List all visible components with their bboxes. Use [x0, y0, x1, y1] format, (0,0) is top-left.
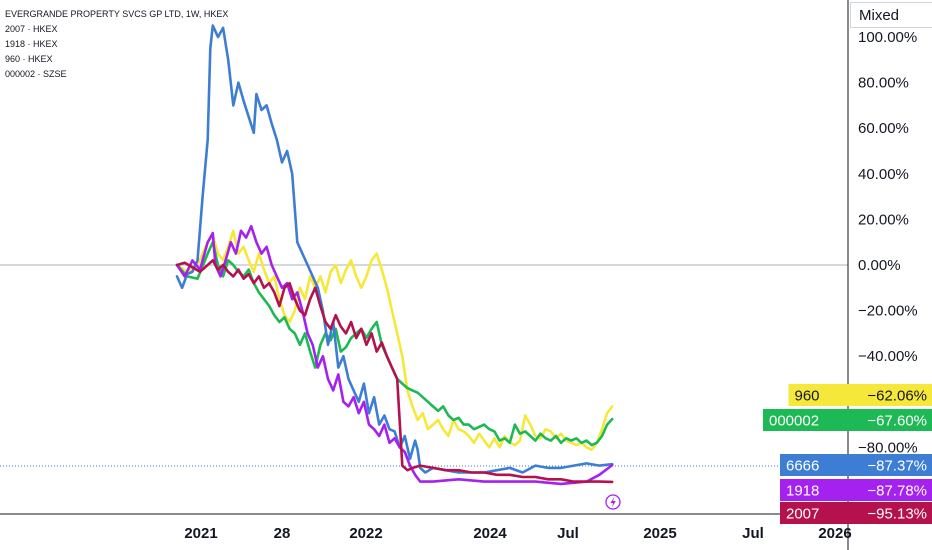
x-tick-label: Jul: [742, 525, 764, 542]
badge-bg: [780, 454, 932, 476]
series-layer: [175, 24, 614, 486]
price-scale[interactable]: 100.00% 80.00% 60.00% 40.00% 20.00% 0.00% −20.…: [847, 0, 918, 550]
x-tick-label: 2022: [349, 525, 382, 542]
y-tick-label: 0.00%: [858, 257, 901, 274]
y-tick-label: 60.00%: [858, 120, 909, 137]
y-tick-label: 40.00%: [858, 166, 909, 183]
last-value-badge-000002: 000002 −67.60%: [763, 409, 932, 431]
badge-symbol: 2007: [786, 506, 819, 523]
x-tick-label: 2021: [184, 525, 217, 542]
series-line-1918: [175, 224, 614, 486]
legend-item-960[interactable]: 960 · HKEX: [5, 54, 53, 64]
y-tick-label: 100.00%: [858, 29, 917, 46]
x-axis[interactable]: 2021 28 2022 2024 Jul 2025 Jul 2026: [0, 513, 852, 542]
x-tick-label: 2025: [643, 525, 676, 542]
badge-value: −87.37%: [867, 458, 927, 475]
last-value-badge-960: 960 −62.06%: [788, 384, 932, 406]
last-value-badges: 6666 −87.37% 1918 −87.78% 960 −62.06% 000002 −6…: [763, 384, 932, 524]
legend-item-2007[interactable]: 2007 · HKEX: [5, 24, 58, 34]
badge-value: −95.13%: [867, 506, 927, 523]
y-tick-label: −80.00%: [858, 439, 918, 456]
y-tick-label: 20.00%: [858, 211, 909, 228]
x-tick-label: 2024: [473, 525, 507, 542]
badge-value: −67.60%: [867, 413, 927, 430]
last-value-badge-2007: 2007 −95.13%: [780, 502, 932, 524]
zero-line-layer: [0, 264, 848, 467]
y-tick-label: −20.00%: [858, 303, 918, 320]
badge-value: −87.78%: [867, 483, 927, 500]
legend-item-000002[interactable]: 000002 · SZSE: [5, 69, 67, 79]
legend-item-1918[interactable]: 1918 · HKEX: [5, 39, 58, 49]
badge-bg: [780, 502, 932, 524]
badge-value: −62.06%: [867, 388, 927, 405]
badge-bg: [788, 384, 932, 406]
series-line-960: [175, 229, 614, 451]
series-line-2007: [175, 259, 614, 484]
chart-title[interactable]: EVERGRANDE PROPERTY SVCS GP LTD, 1W, HKE…: [5, 9, 229, 19]
lightning-bolt-icon[interactable]: [605, 494, 621, 510]
badge-bg: [780, 479, 932, 501]
x-tick-label: Jul: [557, 525, 579, 542]
badge-symbol: 960: [795, 388, 820, 405]
x-tick-label: 2026: [818, 525, 851, 542]
scale-mode-button[interactable]: Mixed: [850, 2, 932, 28]
last-value-badge-6666: 6666 −87.37%: [780, 454, 932, 476]
badge-symbol: 1918: [786, 483, 819, 500]
badge-symbol: 000002: [769, 413, 819, 430]
chart-legend: EVERGRANDE PROPERTY SVCS GP LTD, 1W, HKE…: [5, 7, 228, 82]
y-tick-label: −40.00%: [858, 348, 918, 365]
badge-bg: [763, 409, 932, 431]
badge-symbol: 6666: [786, 458, 819, 475]
last-value-badge-1918: 1918 −87.78%: [780, 479, 932, 501]
series-line-000002: [175, 240, 614, 447]
x-tick-label: 28: [274, 525, 291, 542]
y-tick-label: 80.00%: [858, 75, 909, 92]
